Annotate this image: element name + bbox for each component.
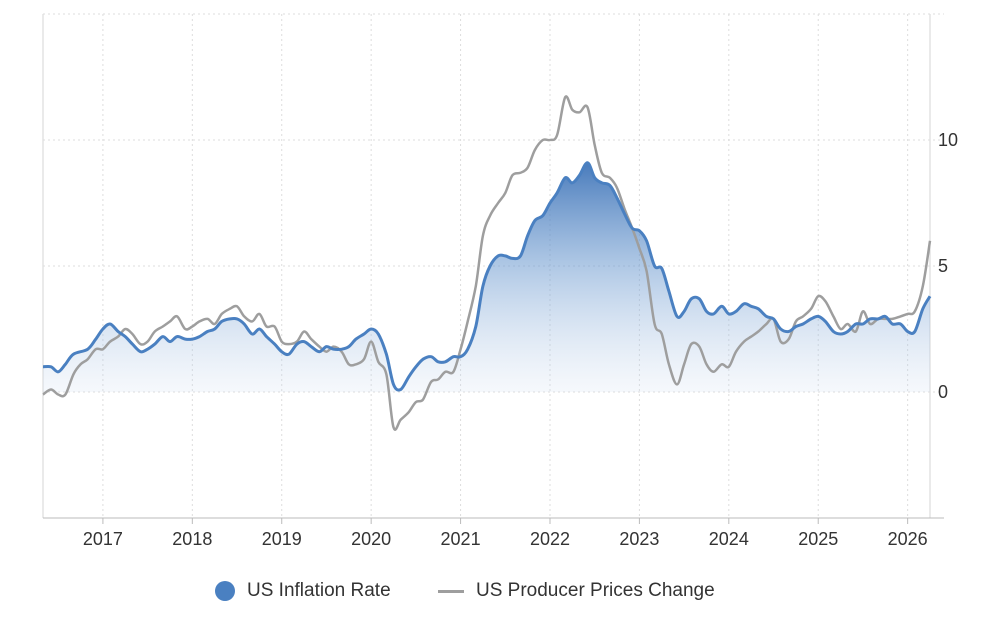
lines-layer [42, 95, 932, 431]
legend-swatch-inflation [215, 581, 235, 601]
y-tick-label: 5 [938, 256, 948, 276]
x-tick-label: 2022 [530, 529, 570, 549]
x-tick-label: 2023 [619, 529, 659, 549]
y-axis-ticks: 0 5 10 [938, 130, 958, 402]
legend: US Inflation Rate US Producer Prices Cha… [0, 572, 981, 612]
x-tick-label: 2024 [709, 529, 749, 549]
series-line-inflation[interactable] [42, 161, 932, 392]
legend-label-inflation: US Inflation Rate [247, 580, 391, 601]
x-tick-label: 2026 [888, 529, 928, 549]
y-tick-label: 0 [938, 382, 948, 402]
x-tick-label: 2018 [172, 529, 212, 549]
x-axis-ticks: 2017 2018 2019 2020 2021 2022 2023 2024 2025 2026 [83, 518, 928, 549]
x-tick-label: 2025 [798, 529, 838, 549]
chart: 2017 2018 2019 2020 2021 2022 2023 2024 2025 2026… [42, 13, 958, 549]
series-line-ppi[interactable] [42, 95, 932, 431]
x-tick-label: 2019 [262, 529, 302, 549]
legend-swatch-ppi [438, 589, 464, 593]
x-tick-label: 2021 [441, 529, 481, 549]
y-tick-label: 10 [938, 130, 958, 150]
legend-item-inflation[interactable]: US Inflation Rate [215, 580, 391, 602]
legend-label-ppi: US Producer Prices Change [476, 580, 715, 601]
legend-item-ppi[interactable]: US Producer Prices Change [438, 580, 715, 602]
x-tick-label: 2017 [83, 529, 123, 549]
x-tick-label: 2020 [351, 529, 391, 549]
